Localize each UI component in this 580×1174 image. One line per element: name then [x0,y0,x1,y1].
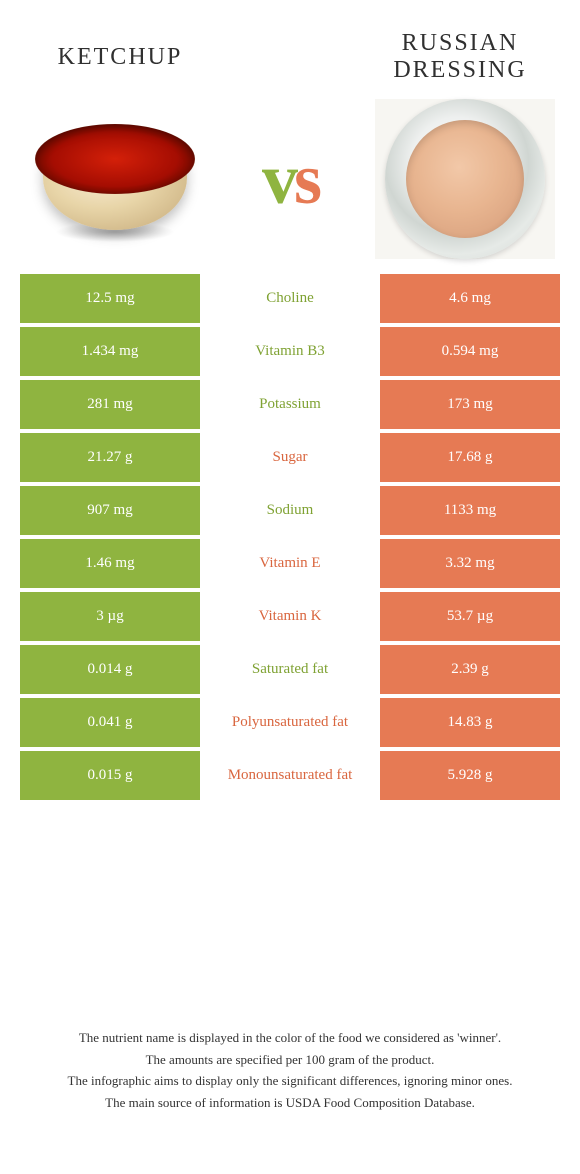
table-row: 21.27 gSugar17.68 g [20,433,560,482]
right-value: 1133 mg [380,486,560,535]
left-value: 3 µg [20,592,200,641]
nutrient-label: Sodium [200,486,380,535]
table-row: 12.5 mgCholine4.6 mg [20,274,560,323]
russian-dressing-image [370,104,560,254]
footnote-line: The amounts are specified per 100 gram o… [40,1050,540,1070]
ketchup-image [20,104,210,254]
left-value: 281 mg [20,380,200,429]
left-value: 1.434 mg [20,327,200,376]
right-value: 2.39 g [380,645,560,694]
left-value: 907 mg [20,486,200,535]
left-value: 0.014 g [20,645,200,694]
footnote-line: The nutrient name is displayed in the co… [40,1028,540,1048]
left-value: 21.27 g [20,433,200,482]
right-value: 173 mg [380,380,560,429]
nutrient-table: 12.5 mgCholine4.6 mg1.434 mgVitamin B30.… [20,274,560,800]
left-value: 12.5 mg [20,274,200,323]
vs-s: s [294,139,318,219]
right-value: 3.32 mg [380,539,560,588]
table-row: 0.041 gPolyunsaturated fat14.83 g [20,698,560,747]
table-row: 0.014 gSaturated fat2.39 g [20,645,560,694]
table-row: 1.434 mgVitamin B30.594 mg [20,327,560,376]
nutrient-label: Sugar [200,433,380,482]
vs-v: v [262,139,294,219]
table-row: 1.46 mgVitamin E3.32 mg [20,539,560,588]
table-row: 281 mgPotassium173 mg [20,380,560,429]
right-food-title: Russian dressing [360,30,560,84]
nutrient-label: Vitamin K [200,592,380,641]
nutrient-label: Vitamin E [200,539,380,588]
nutrient-label: Polyunsaturated fat [200,698,380,747]
nutrient-label: Potassium [200,380,380,429]
nutrient-label: Monounsaturated fat [200,751,380,800]
right-value: 17.68 g [380,433,560,482]
right-value: 5.928 g [380,751,560,800]
left-value: 0.015 g [20,751,200,800]
footnote-line: The infographic aims to display only the… [40,1071,540,1091]
table-row: 907 mgSodium1133 mg [20,486,560,535]
nutrient-label: Vitamin B3 [200,327,380,376]
table-row: 0.015 gMonounsaturated fat5.928 g [20,751,560,800]
left-value: 0.041 g [20,698,200,747]
right-value: 14.83 g [380,698,560,747]
right-value: 53.7 µg [380,592,560,641]
nutrient-label: Choline [200,274,380,323]
header: Ketchup Russian dressing [0,0,580,94]
left-value: 1.46 mg [20,539,200,588]
vs-label: vs [262,138,318,221]
right-value: 0.594 mg [380,327,560,376]
footnotes: The nutrient name is displayed in the co… [40,1028,540,1114]
nutrient-label: Saturated fat [200,645,380,694]
table-row: 3 µgVitamin K53.7 µg [20,592,560,641]
left-food-title: Ketchup [20,44,220,71]
images-row: vs [0,94,580,274]
footnote-line: The main source of information is USDA F… [40,1093,540,1113]
right-value: 4.6 mg [380,274,560,323]
